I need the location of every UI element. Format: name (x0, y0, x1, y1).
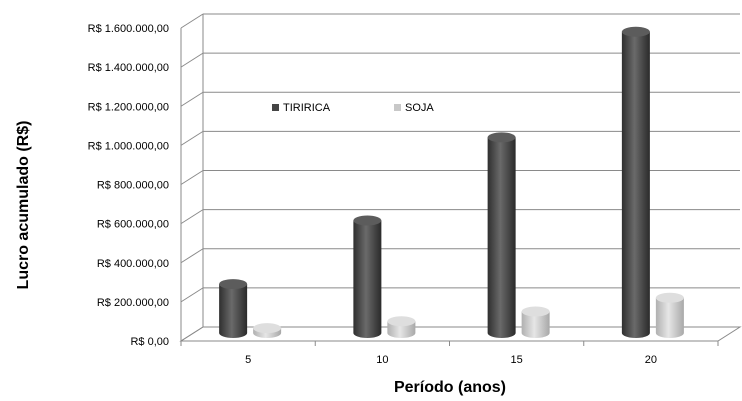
y-tick-label: R$ 1.200.000,00 (88, 101, 169, 113)
bar-tiririca-20 (621, 26, 650, 339)
legend-label: TIRIRICA (283, 102, 331, 114)
bar-soja-5 (253, 323, 282, 338)
x-tick-label: 5 (245, 354, 251, 366)
y-tick-label: R$ 1.000.000,00 (88, 140, 169, 152)
x-tick-label: 10 (376, 354, 388, 366)
y-tick-label: R$ 800.000,00 (97, 180, 169, 192)
bar-soja-10 (387, 316, 416, 338)
y-tick-label: R$ 200.000,00 (97, 297, 169, 309)
gridline-side (180, 209, 204, 225)
legend-swatch (272, 104, 279, 111)
x-tick-label: 15 (511, 354, 523, 366)
bar-top (621, 26, 650, 37)
x-tick-label: 20 (645, 354, 657, 366)
gridlines (179, 13, 742, 342)
bar-top (521, 306, 550, 317)
bar-top (353, 215, 382, 226)
bar-tiririca-15 (487, 132, 516, 338)
legend: TIRIRICA SOJA (272, 102, 434, 114)
bar-top (253, 323, 282, 334)
bar-body (353, 220, 382, 338)
gridline-side (180, 91, 204, 107)
x-axis-ticks: 5 10 15 20 (180, 341, 719, 366)
gridline-side (180, 170, 204, 185)
y-axis-ticks: R$ 0,00 R$ 200.000,00 R$ 400.000,00 R$ 600.… (88, 23, 169, 348)
y-tick-label: R$ 1.400.000,00 (88, 62, 169, 74)
bar-soja-20 (655, 292, 684, 338)
floor (179, 326, 742, 342)
gridline-side (180, 130, 204, 146)
bar-top (487, 132, 516, 143)
gridline-side (180, 13, 204, 29)
y-axis-title: Lucro acumulado (R$) (15, 121, 32, 290)
gridline-side (180, 52, 204, 68)
bars (219, 26, 684, 339)
bar-body (219, 284, 248, 338)
bar-top (219, 279, 248, 290)
gridline-side (180, 287, 204, 303)
gridline-side (180, 248, 204, 264)
bar-soja-15 (521, 306, 550, 338)
bar-top (387, 316, 416, 327)
legend-swatch (394, 104, 401, 111)
bar-body (487, 137, 516, 338)
legend-label: SOJA (405, 102, 434, 114)
bar-body (655, 297, 684, 338)
y-tick-label: R$ 1.600.000,00 (88, 23, 169, 35)
bar-body (521, 311, 550, 338)
bar-tiririca-10 (353, 215, 382, 338)
x-axis-title: Período (anos) (394, 379, 506, 396)
y-tick-label: R$ 600.000,00 (97, 219, 169, 231)
bar-body (621, 31, 650, 339)
bar-tiririca-5 (219, 279, 248, 338)
bar-top (655, 292, 684, 303)
y-tick-label: R$ 0,00 (130, 336, 169, 348)
y-tick-label: R$ 400.000,00 (97, 258, 169, 270)
